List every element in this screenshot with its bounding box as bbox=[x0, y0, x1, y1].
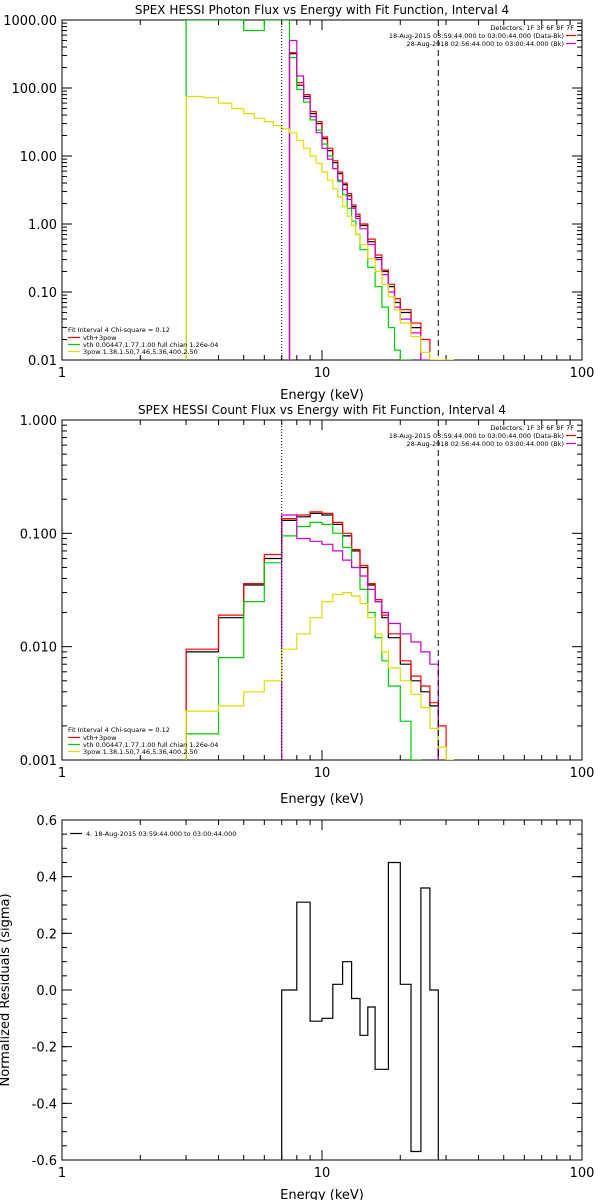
x-tick-label: 1 bbox=[58, 766, 66, 781]
y-tick-label: 0.6 bbox=[36, 814, 57, 829]
legend-text: vth 0.00447,1.77,1.00 full chian 1.26e-0… bbox=[83, 341, 218, 349]
y-tick-label: 1.00 bbox=[28, 218, 57, 233]
x-tick-label: 10 bbox=[314, 1166, 331, 1181]
chart-marks: 1 10 100 1.000 0.100 0.010 0.001 Detectors: 1F … bbox=[20, 414, 595, 781]
x-axis-label: Energy (keV) bbox=[280, 792, 364, 807]
x-tick-label: 1 bbox=[58, 1166, 66, 1181]
chart-title: SPEX HESSI Count Flux vs Energy with Fit… bbox=[138, 403, 506, 417]
legend-text: vth+3pow bbox=[83, 734, 117, 742]
series-line bbox=[185, 95, 454, 360]
plot-frame bbox=[61, 19, 583, 361]
legend-header: Fit Interval 4 Chi-square = 0.12 bbox=[68, 326, 170, 334]
count-flux-panel: SPEX HESSI Count Flux vs Energy with Fit… bbox=[20, 403, 595, 807]
x-axis-label: Energy (keV) bbox=[280, 1188, 364, 1200]
x-tick-label: 100 bbox=[570, 366, 595, 381]
legend-header: Detectors: 1F 3F 6F 8F 7F bbox=[490, 24, 574, 32]
series-line bbox=[281, 861, 439, 1160]
y-tick-label: 0.100 bbox=[20, 527, 57, 542]
data-layer bbox=[185, 511, 454, 760]
legend-text: 3pow 1.38,1.50,7.46,5.36,400,2.50 bbox=[83, 348, 198, 356]
y-tick-label: -0.4 bbox=[32, 1097, 57, 1112]
series-line bbox=[288, 53, 422, 360]
y-tick-label: 0.0 bbox=[36, 984, 57, 999]
legend-text: 4. 18-Aug-2015 03:59:44.000 to 03:00:44.… bbox=[86, 830, 236, 838]
legend-text: 3pow 1.38,1.50,7.46,5.36,400,2.50 bbox=[83, 748, 198, 756]
legend-text: 28-Aug-2018 02:56:44.000 to 03:00:44.000… bbox=[407, 440, 564, 448]
legend-header: Fit Interval 4 Chi-square = 0.12 bbox=[68, 726, 170, 734]
series-line bbox=[185, 521, 422, 760]
x-tick-label: 10 bbox=[314, 766, 331, 781]
legend-text: 28-Aug-2018 02:56:44.000 to 03:00:44.000… bbox=[407, 40, 564, 48]
y-tick-label: 100.00 bbox=[12, 82, 58, 97]
series-line bbox=[288, 39, 431, 360]
x-axis-label: Energy (keV) bbox=[280, 388, 364, 403]
chart-title: SPEX HESSI Photon Flux vs Energy with Fi… bbox=[135, 3, 509, 17]
series-line bbox=[281, 514, 439, 760]
data-layer bbox=[281, 861, 439, 1160]
y-tick-label: 0.10 bbox=[28, 286, 57, 301]
x-tick-label: 10 bbox=[314, 366, 331, 381]
legend-text: vth 0.00447,1.77,1.00 full chian 1.26e-0… bbox=[83, 741, 218, 749]
series-line bbox=[185, 592, 454, 760]
chart-marks: 1 10 100 1000.00 100.00 10.00 1.00 0.10 0.01 Dete… bbox=[3, 14, 594, 381]
y-tick-label: 1.000 bbox=[20, 414, 57, 429]
photon-flux-panel: SPEX HESSI Photon Flux vs Energy with Fi… bbox=[3, 3, 594, 403]
series-line bbox=[185, 511, 447, 760]
y-tick-label: 0.010 bbox=[20, 641, 57, 656]
y-tick-label: 0.4 bbox=[36, 871, 57, 886]
y-tick-label: 0.2 bbox=[36, 927, 57, 942]
series-line bbox=[185, 20, 412, 360]
residuals-panel: Energy (keV) Normalized Residuals (sigma… bbox=[0, 814, 594, 1200]
legend-header: Detectors: 1F 3F 6F 8F 7F bbox=[490, 424, 574, 432]
y-tick-label: -0.2 bbox=[32, 1041, 57, 1056]
y-tick-label: -0.6 bbox=[32, 1154, 57, 1169]
chart-marks: 1 10 100 0.6 0.4 0.2 0.0 -0.2 -0.4 -0.6 4. 18-Aug-… bbox=[32, 814, 595, 1181]
y-tick-label: 1000.00 bbox=[3, 14, 57, 29]
x-tick-label: 100 bbox=[570, 1166, 595, 1181]
x-tick-label: 1 bbox=[58, 366, 66, 381]
y-axis-label: Normalized Residuals (sigma) bbox=[0, 893, 13, 1086]
y-tick-label: 0.001 bbox=[20, 754, 57, 769]
legend-text: 18-Aug-2015 03:59:44.000 to 03:00:44.000… bbox=[389, 432, 564, 440]
data-layer bbox=[185, 20, 454, 360]
plot-frame bbox=[61, 419, 583, 761]
y-tick-label: 0.01 bbox=[28, 354, 57, 369]
x-tick-label: 100 bbox=[570, 766, 595, 781]
plot-frame bbox=[61, 819, 583, 1161]
y-tick-label: 10.00 bbox=[20, 150, 57, 165]
legend-text: 18-Aug-2015 03:59:44.000 to 03:00:44.000… bbox=[389, 32, 564, 40]
legend-text: vth+3pow bbox=[83, 334, 117, 342]
